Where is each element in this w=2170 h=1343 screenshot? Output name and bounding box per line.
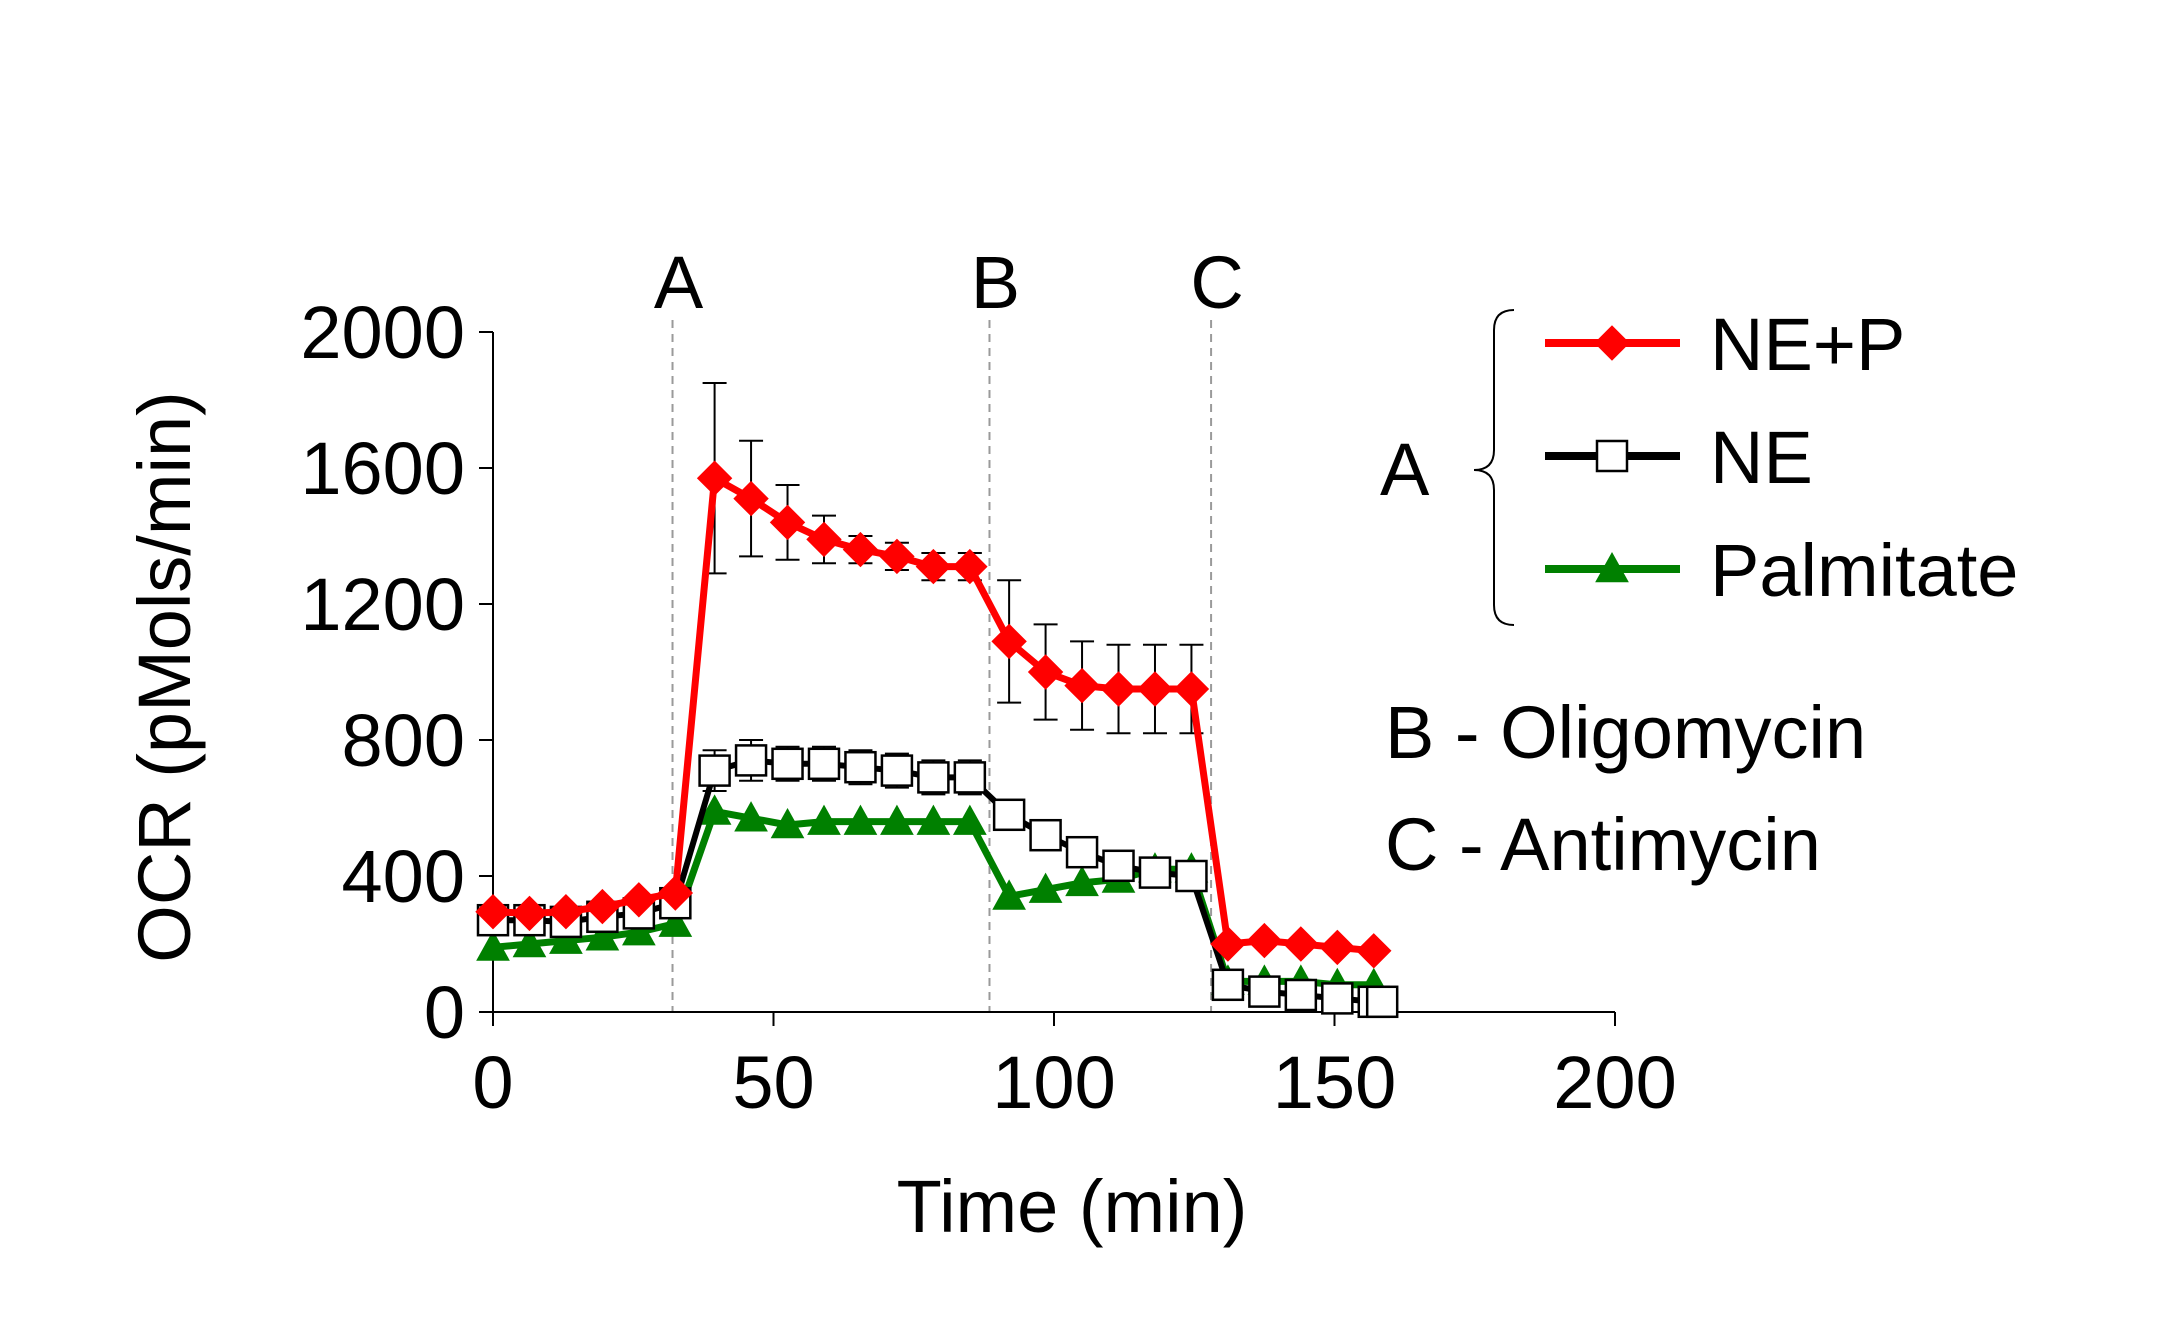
data-point (771, 747, 804, 781)
legend-group-label: A (1380, 428, 1430, 511)
data-point (953, 804, 987, 835)
data-point (475, 893, 511, 930)
event-label: C (1190, 241, 1243, 324)
x-tick-label: 150 (1273, 1041, 1396, 1124)
data-point (1138, 856, 1172, 889)
data-point (953, 761, 987, 794)
data-point (1065, 835, 1099, 869)
x-tick-label: 0 (472, 1041, 513, 1124)
legend-swatch-marker (1595, 551, 1629, 583)
series-palmitate (476, 794, 1391, 999)
data-point (1175, 859, 1208, 893)
data-point (917, 761, 950, 794)
data-point (511, 895, 548, 932)
legend-swatch-marker (1595, 439, 1629, 473)
data-point (806, 521, 842, 558)
data-point (844, 750, 877, 784)
series-group (475, 382, 1399, 1019)
data-point (879, 538, 915, 575)
event-label: B (971, 241, 1020, 324)
data-point (1102, 849, 1135, 883)
data-point (1319, 929, 1356, 966)
axes: 0 400 800 1200 1600 2000 0 50 100 150 200 (300, 291, 1676, 1124)
data-point (1173, 671, 1210, 707)
data-point (992, 798, 1026, 832)
data-point (549, 923, 583, 954)
data-point (512, 926, 547, 958)
y-axis-title: OCR (pMols/min) (123, 391, 206, 962)
data-point (1027, 654, 1064, 690)
data-point (734, 744, 768, 777)
data-point (1100, 671, 1137, 707)
data-point (657, 875, 694, 911)
data-point (1028, 872, 1063, 903)
x-tick-label: 50 (732, 1041, 814, 1124)
data-point (992, 879, 1026, 910)
legend-label-palmitate: Palmitate (1710, 529, 2018, 612)
y-tick-label: 2000 (300, 291, 465, 374)
data-point (1321, 982, 1354, 1015)
data-point (1211, 968, 1245, 1002)
data-point (1248, 975, 1281, 1008)
data-point (952, 548, 988, 585)
data-point (1283, 926, 1319, 962)
data-point (916, 804, 951, 835)
data-point (1064, 667, 1100, 704)
data-point (991, 623, 1027, 660)
data-point (843, 804, 878, 835)
data-point (476, 930, 510, 961)
notes: B - Oligomycin C - Antimycin (1385, 691, 1866, 886)
data-point (1284, 978, 1318, 1012)
legend-brace (1473, 309, 1515, 626)
data-point (842, 531, 879, 568)
legend-label-ne: NE (1710, 416, 1813, 499)
data-point (1065, 865, 1099, 897)
y-tick-label: 800 (342, 699, 465, 782)
data-point (734, 801, 768, 832)
data-point (1356, 933, 1392, 969)
series-ne-p (475, 382, 1392, 969)
data-point (880, 804, 914, 835)
event-markers: A B C (654, 241, 1244, 1012)
data-point (1210, 926, 1246, 962)
y-tick-label: 1200 (300, 563, 465, 646)
data-point (621, 882, 657, 918)
data-point (622, 915, 656, 946)
data-point (658, 906, 693, 937)
y-tick-label: 1600 (300, 427, 465, 510)
data-point (698, 754, 731, 787)
data-point (733, 480, 769, 517)
legend: A NE+P NE Palmitate (1380, 303, 2018, 626)
data-point (915, 548, 952, 585)
data-point (548, 893, 584, 930)
data-point (769, 504, 806, 541)
legend-swatch-marker (1594, 325, 1630, 361)
data-point (770, 807, 805, 839)
event-label: A (654, 241, 704, 324)
x-tick-label: 200 (1553, 1041, 1676, 1124)
y-tick-label: 0 (424, 971, 465, 1054)
note-oligomycin: B - Oligomycin (1385, 691, 1866, 774)
data-point (1246, 922, 1283, 959)
series-line (493, 757, 1383, 1005)
data-point (585, 920, 620, 951)
data-point (1365, 985, 1399, 1019)
legend-label-ne-p: NE+P (1710, 303, 1905, 386)
data-point (584, 888, 621, 925)
data-point (807, 747, 841, 781)
data-point (1137, 671, 1173, 707)
data-point (696, 460, 733, 496)
x-axis-title: Time (min) (897, 1165, 1248, 1248)
note-antimycin: C - Antimycin (1385, 803, 1821, 886)
data-point (697, 794, 732, 825)
data-point (807, 804, 841, 835)
y-tick-label: 400 (342, 835, 465, 918)
x-tick-label: 100 (992, 1041, 1115, 1124)
legend-items (1545, 325, 1680, 583)
data-point (880, 754, 914, 787)
data-point (1029, 818, 1062, 852)
